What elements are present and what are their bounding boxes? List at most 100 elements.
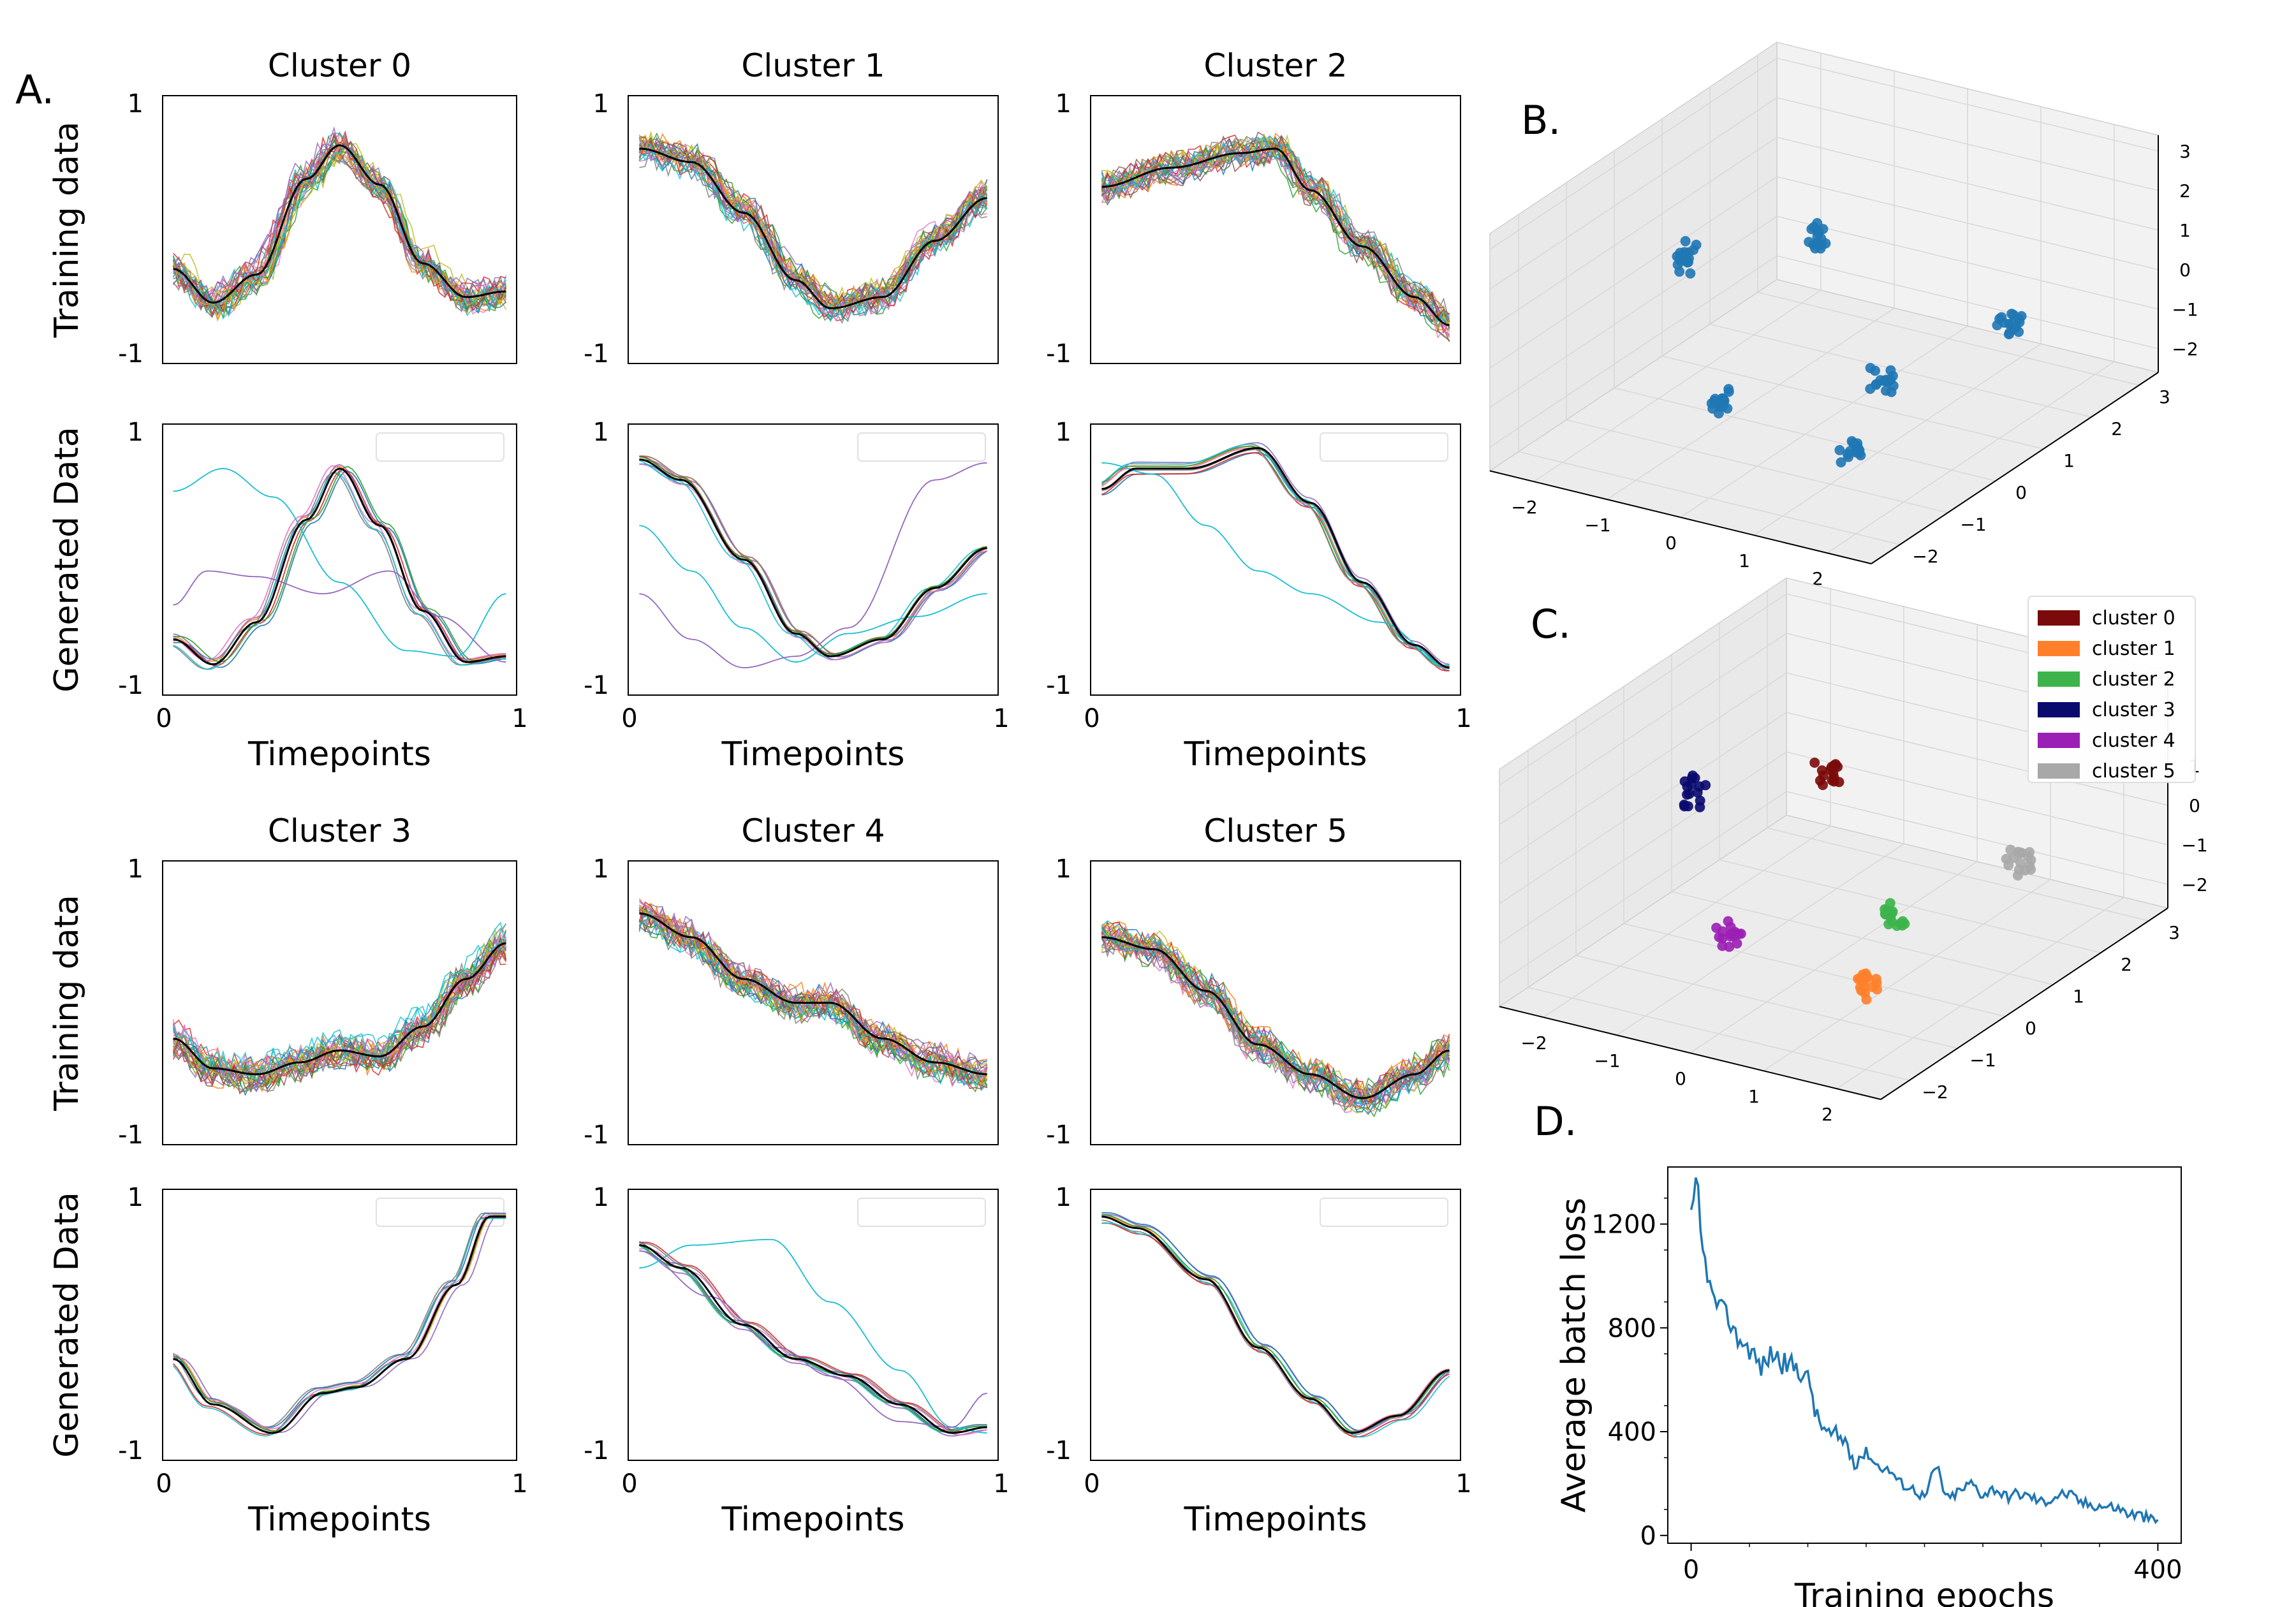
z-tick-label: −1 xyxy=(2181,835,2207,856)
generated-series-line xyxy=(639,455,988,655)
generated-series-line xyxy=(1101,1222,1450,1438)
y-tick-top: 1 xyxy=(593,418,609,447)
grid-line xyxy=(1763,879,2051,1071)
generated-outlier-line xyxy=(1101,462,1450,668)
y-tick-top: 1 xyxy=(593,89,609,119)
panel-b-3d-scatter: −2 −1 0 1 2 −2 −1 0 1 2 3 −2 −1 0 1 2 3 xyxy=(1489,41,2198,589)
generated-series-line xyxy=(639,459,988,658)
cluster-title: Cluster 3 xyxy=(268,812,411,849)
training-plot: 1 -1 xyxy=(118,855,517,1150)
training-mean-line xyxy=(1101,936,1450,1099)
generated-series-line xyxy=(173,465,506,661)
scatter-point xyxy=(1836,457,1846,468)
y-label-generated: Generated Data xyxy=(48,1192,86,1458)
y-tick-label: 1200 xyxy=(1591,1210,1656,1240)
z-tick-label: 2 xyxy=(2179,180,2191,202)
x-axis-label: Timepoints xyxy=(1184,1501,1367,1539)
x-tick-1: 1 xyxy=(1455,1469,1471,1499)
plot-frame xyxy=(162,860,517,1145)
y-tick-label: 3 xyxy=(2159,386,2170,407)
z-tick-label: 3 xyxy=(2179,141,2191,162)
training-series-line xyxy=(1101,928,1450,1115)
training-series-line xyxy=(1101,133,1450,331)
grid-line xyxy=(1616,843,1904,1036)
cluster-2-group: Cluster 2 1 -1 1 -1 0 1 Timepoints xyxy=(1046,47,1472,774)
plot-frame xyxy=(162,423,517,696)
plot-frame xyxy=(1090,1189,1461,1461)
z-tick-label: −2 xyxy=(2181,874,2207,895)
grid-line xyxy=(1786,751,2168,846)
generated-series-line xyxy=(639,1242,987,1432)
generated-outlier-line xyxy=(173,467,506,657)
generated-series-line xyxy=(1101,1212,1450,1432)
empty-legend-box xyxy=(857,1198,986,1227)
scatter-point xyxy=(2006,309,2017,319)
training-series-line xyxy=(1101,136,1450,323)
legend-label: cluster 1 xyxy=(2092,638,2175,660)
generated-series-line xyxy=(639,464,987,661)
training-series-line xyxy=(1101,928,1450,1105)
x-tick-0: 0 xyxy=(156,704,172,733)
training-series-line xyxy=(172,947,506,1084)
legend-label: cluster 2 xyxy=(2092,668,2175,691)
generated-mean-line xyxy=(173,1215,506,1434)
z-tick-label: 1 xyxy=(2179,220,2191,241)
y-label-training: Training data xyxy=(48,895,86,1112)
training-series-line xyxy=(172,938,507,1089)
grid-line xyxy=(1489,216,1777,408)
y-tick-top: 1 xyxy=(128,855,144,884)
legend-swatch xyxy=(2038,641,2080,656)
scatter-point xyxy=(1679,776,1690,787)
x-tick-1: 1 xyxy=(993,704,1009,733)
scatter-point xyxy=(1694,781,1705,792)
y-tick-label: −1 xyxy=(1969,1050,1996,1071)
training-series-line xyxy=(172,941,507,1090)
empty-legend-box xyxy=(1320,1198,1448,1227)
scatter-point xyxy=(1717,941,1728,951)
scatter-point xyxy=(1818,770,1829,781)
y-tick-label: 3 xyxy=(2168,922,2180,943)
panel-label-b: B. xyxy=(1521,97,1561,143)
grid-line xyxy=(1607,307,1895,500)
scatter-point xyxy=(1810,243,1821,254)
generated-series-line xyxy=(173,472,506,670)
generated-series-line xyxy=(1101,1214,1450,1432)
scatter-point xyxy=(1684,253,1695,264)
scatter-point xyxy=(1714,932,1725,943)
x-tick-label: 0 xyxy=(1675,1068,1686,1089)
y-tick-label: 400 xyxy=(1608,1418,1656,1447)
x-tick-1: 1 xyxy=(511,1469,527,1499)
plot-frame xyxy=(162,1189,517,1461)
generated-series-line xyxy=(638,1245,987,1433)
scatter-point xyxy=(1860,968,1871,979)
grid-line xyxy=(1499,712,1787,904)
y-tick-top: 1 xyxy=(593,855,609,884)
x-axis-label: Timepoints xyxy=(247,735,431,774)
legend-swatch xyxy=(2038,733,2080,748)
generated-plot: 1 -1 0 1 Timepoints xyxy=(1046,1183,1472,1539)
scatter-point xyxy=(1832,761,1843,772)
y-tick-top: 1 xyxy=(1056,418,1071,447)
scatter-point xyxy=(1725,931,1736,942)
y-tick-top: 1 xyxy=(1056,1183,1071,1212)
grid-line xyxy=(1499,672,1787,865)
generated-series-line xyxy=(1101,1222,1450,1438)
generated-series-line xyxy=(173,466,506,662)
x-tick-label: 1 xyxy=(1739,550,1750,571)
scatter-point xyxy=(1718,400,1728,411)
y-tick-bottom: -1 xyxy=(118,1120,144,1150)
x-axis-line xyxy=(1499,1006,1881,1100)
grid-line xyxy=(1499,751,1787,944)
generated-series-line xyxy=(173,1214,506,1432)
grid-line xyxy=(1499,791,1787,983)
training-series-line xyxy=(1101,151,1450,341)
generated-series-line xyxy=(173,464,506,660)
grid-line xyxy=(1543,825,1831,1018)
scatter-point xyxy=(1885,365,1896,376)
z-tick-label: −2 xyxy=(2172,339,2198,360)
scatter-point xyxy=(1713,408,1724,419)
scatter-point xyxy=(1871,379,1882,390)
